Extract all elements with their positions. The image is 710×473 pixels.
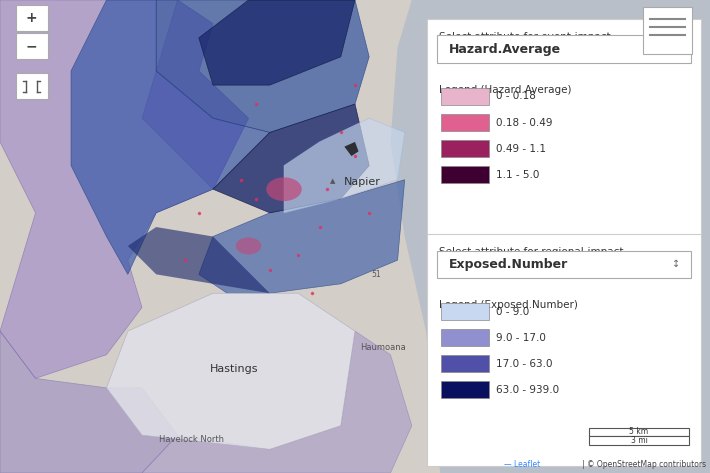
FancyBboxPatch shape bbox=[16, 33, 48, 59]
Text: ↕: ↕ bbox=[672, 44, 680, 54]
Text: Legend (Exposed.Number): Legend (Exposed.Number) bbox=[439, 300, 579, 310]
Text: 1.1 - 5.0: 1.1 - 5.0 bbox=[496, 169, 540, 180]
Text: Haumoana: Haumoana bbox=[361, 343, 406, 352]
Text: 0 - 9.0: 0 - 9.0 bbox=[496, 307, 530, 317]
Text: Hazard.Average: Hazard.Average bbox=[449, 43, 561, 56]
Text: 3 mi: 3 mi bbox=[630, 436, 648, 445]
Polygon shape bbox=[156, 0, 369, 132]
Polygon shape bbox=[0, 0, 248, 378]
Text: 17.0 - 63.0: 17.0 - 63.0 bbox=[496, 359, 553, 369]
Text: 0.18 - 0.49: 0.18 - 0.49 bbox=[496, 117, 553, 128]
Text: Hastings: Hastings bbox=[210, 364, 258, 374]
FancyBboxPatch shape bbox=[441, 329, 489, 346]
FancyBboxPatch shape bbox=[441, 303, 489, 320]
FancyBboxPatch shape bbox=[437, 35, 691, 63]
Polygon shape bbox=[284, 118, 405, 213]
Polygon shape bbox=[142, 331, 412, 473]
FancyBboxPatch shape bbox=[589, 436, 689, 445]
FancyBboxPatch shape bbox=[16, 5, 48, 31]
Text: ▲: ▲ bbox=[329, 178, 335, 184]
Polygon shape bbox=[142, 0, 248, 189]
Polygon shape bbox=[199, 0, 355, 85]
FancyBboxPatch shape bbox=[441, 381, 489, 398]
Text: 63.0 - 939.0: 63.0 - 939.0 bbox=[496, 385, 559, 395]
Polygon shape bbox=[71, 0, 270, 274]
Polygon shape bbox=[106, 293, 355, 449]
FancyBboxPatch shape bbox=[437, 251, 691, 278]
Polygon shape bbox=[0, 331, 178, 473]
Text: Napier: Napier bbox=[344, 177, 381, 187]
Text: 0 - 0.18: 0 - 0.18 bbox=[496, 91, 536, 102]
Text: ↕: ↕ bbox=[672, 259, 680, 270]
Circle shape bbox=[236, 237, 261, 254]
Circle shape bbox=[266, 177, 302, 201]
Polygon shape bbox=[391, 0, 710, 473]
Text: 5 km: 5 km bbox=[630, 427, 648, 437]
Text: +: + bbox=[26, 11, 38, 25]
FancyBboxPatch shape bbox=[427, 19, 701, 296]
FancyBboxPatch shape bbox=[441, 166, 489, 183]
Polygon shape bbox=[199, 180, 405, 293]
FancyBboxPatch shape bbox=[441, 140, 489, 157]
Text: 0.49 - 1.1: 0.49 - 1.1 bbox=[496, 143, 546, 154]
Polygon shape bbox=[128, 227, 270, 293]
Text: | © OpenStreetMap contributors: | © OpenStreetMap contributors bbox=[582, 460, 706, 469]
Polygon shape bbox=[0, 0, 440, 473]
Text: Select attribute for regional-impact: Select attribute for regional-impact bbox=[439, 247, 624, 257]
FancyBboxPatch shape bbox=[441, 114, 489, 131]
FancyBboxPatch shape bbox=[441, 355, 489, 372]
FancyBboxPatch shape bbox=[16, 73, 48, 99]
Text: Havelock North: Havelock North bbox=[159, 435, 224, 445]
Polygon shape bbox=[213, 104, 369, 213]
FancyBboxPatch shape bbox=[441, 88, 489, 105]
Text: 51: 51 bbox=[371, 270, 381, 279]
FancyBboxPatch shape bbox=[427, 234, 701, 466]
FancyBboxPatch shape bbox=[589, 428, 689, 436]
Polygon shape bbox=[344, 142, 359, 156]
Text: 9.0 - 17.0: 9.0 - 17.0 bbox=[496, 333, 546, 343]
Text: — Leaflet: — Leaflet bbox=[504, 460, 540, 469]
Text: Exposed.Number: Exposed.Number bbox=[449, 258, 568, 271]
Text: Select attribute for event-impact: Select attribute for event-impact bbox=[439, 32, 611, 42]
Text: Legend (Hazard.Average): Legend (Hazard.Average) bbox=[439, 85, 572, 95]
Text: −: − bbox=[26, 39, 38, 53]
FancyBboxPatch shape bbox=[643, 7, 692, 54]
